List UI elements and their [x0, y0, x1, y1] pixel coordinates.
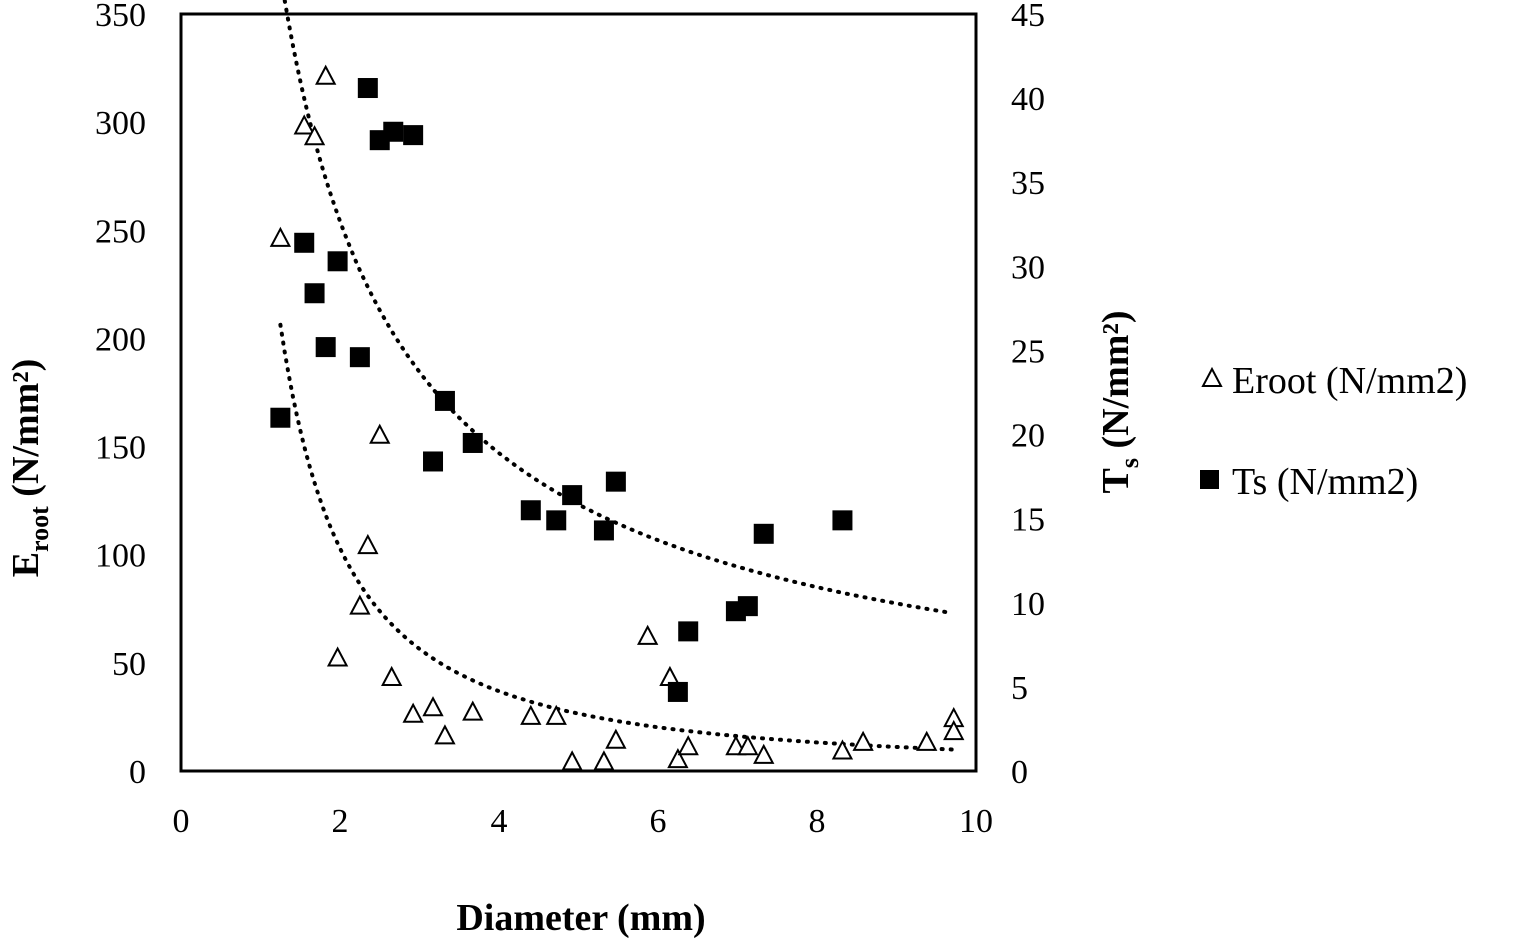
ts-point-0: [270, 407, 291, 428]
left-y-tick-label-2: 100: [95, 538, 146, 575]
eroot-point-10: [422, 696, 444, 717]
ts-point-16: [593, 520, 614, 541]
x-tick-label-5: 10: [959, 803, 993, 840]
ts-point-14: [546, 510, 567, 531]
eroot-point-16: [593, 750, 615, 771]
right-y-axis-title-main: T: [1095, 468, 1137, 493]
left-y-tick-label-3: 150: [95, 430, 146, 467]
right-y-tick-label-9: 45: [1011, 0, 1045, 34]
left-y-tick-labels: 0 50 100 150 200 250 300 350: [95, 0, 146, 791]
eroot-point-25: [831, 739, 854, 760]
x-tick-label-2: 4: [491, 803, 508, 840]
eroot-point-3: [315, 64, 337, 85]
left-y-tick-label-6: 300: [95, 105, 146, 142]
right-y-tick-label-0: 0: [1011, 754, 1028, 791]
ts-point-4: [327, 251, 348, 272]
eroot-point-0: [269, 226, 292, 247]
eroot-point-20: [667, 748, 689, 769]
x-tick-label-4: 8: [809, 803, 826, 840]
x-axis-title: Diameter (mm): [456, 897, 705, 939]
ts-point-11: [434, 390, 455, 411]
trendlines: [278, 0, 955, 752]
ts-point-1: [294, 232, 315, 253]
ts-point-13: [520, 500, 541, 521]
ts-point-21: [737, 596, 758, 617]
eroot-point-15: [561, 750, 583, 771]
eroot-point-14: [545, 704, 567, 725]
x-tick-label-3: 6: [650, 803, 667, 840]
eroot-point-27: [916, 730, 938, 751]
eroot-point-11: [434, 724, 456, 745]
eroot-point-9: [402, 702, 424, 723]
left-y-tick-label-4: 200: [95, 321, 146, 358]
ts-point-15: [562, 485, 583, 506]
trendline-eroot: [278, 322, 955, 752]
trendline-ts: [282, 0, 955, 616]
right-y-tick-label-8: 40: [1011, 81, 1045, 118]
left-y-axis-title: Eroot (N/mm²): [5, 359, 54, 578]
right-y-axis-title: Ts (N/mm²): [1095, 311, 1144, 494]
plot-area-frame: [179, 12, 978, 773]
ts-point-18: [667, 681, 688, 702]
eroot-point-12: [462, 700, 484, 721]
eroot-point-8: [381, 665, 403, 686]
ts-point-10: [423, 451, 444, 472]
ts-point-17: [605, 471, 626, 492]
eroot-point-7: [369, 423, 391, 444]
ts-point-9: [403, 125, 424, 146]
eroot-point-29: [943, 719, 965, 741]
ts-point-12: [462, 432, 483, 453]
eroot-point-6: [357, 533, 379, 555]
right-y-tick-label-6: 30: [1011, 249, 1045, 286]
eroot-point-24: [753, 743, 775, 764]
x-tick-label-1: 2: [332, 803, 349, 840]
eroot-point-18: [637, 624, 659, 645]
left-y-axis-title-sub: root: [25, 506, 54, 552]
right-y-tick-label-2: 10: [1011, 586, 1045, 623]
left-y-tick-label-5: 250: [95, 213, 146, 250]
right-y-tick-label-3: 15: [1011, 502, 1045, 539]
right-y-axis-title-rest: (N/mm²): [1095, 311, 1137, 459]
eroot-point-23: [737, 735, 759, 756]
left-y-tick-label-7: 350: [95, 0, 146, 34]
right-y-tick-label-1: 5: [1011, 670, 1028, 707]
x-tick-label-0: 0: [173, 803, 190, 840]
eroot-point-13: [520, 704, 542, 725]
ts-point-23: [832, 510, 853, 531]
left-y-axis-title-rest: (N/mm²): [5, 359, 47, 507]
legend-label-ts: Ts (N/mm2): [1232, 461, 1418, 503]
ts-point-5: [349, 347, 370, 368]
right-y-tick-labels: 0 5 10 15 20 25 30 35 40 45: [1011, 0, 1045, 791]
ts-point-19: [678, 621, 699, 642]
eroot-point-26: [852, 730, 874, 751]
legend-square-marker: [1200, 470, 1219, 489]
legend-triangle-marker: [1201, 366, 1223, 387]
right-y-tick-label-7: 35: [1011, 165, 1045, 202]
ts-point-3: [315, 337, 336, 358]
ts-point-8: [383, 121, 404, 142]
x-tick-labels: 0 2 4 6 8 10: [173, 803, 994, 840]
eroot-point-21: [677, 735, 699, 756]
eroot-point-1: [293, 114, 315, 135]
eroot-point-5: [349, 594, 371, 615]
legend-label-eroot: Eroot (N/mm2): [1232, 360, 1467, 402]
eroot-point-4: [326, 646, 349, 667]
ts-point-22: [753, 523, 774, 544]
eroot-point-17: [605, 728, 627, 749]
right-y-tick-label-4: 20: [1011, 418, 1045, 455]
legend: Eroot (N/mm2) Ts (N/mm2): [1200, 360, 1467, 503]
right-y-axis-title-sub: s: [1115, 458, 1144, 468]
ts-point-6: [357, 78, 378, 99]
left-y-axis-title-main: E: [5, 552, 47, 577]
ts-point-2: [304, 283, 325, 304]
right-y-tick-label-5: 25: [1011, 333, 1045, 370]
data-points: [269, 64, 965, 771]
left-y-tick-label-0: 0: [129, 754, 146, 791]
eroot-point-2: [303, 125, 326, 146]
left-y-tick-label-1: 50: [112, 646, 146, 683]
